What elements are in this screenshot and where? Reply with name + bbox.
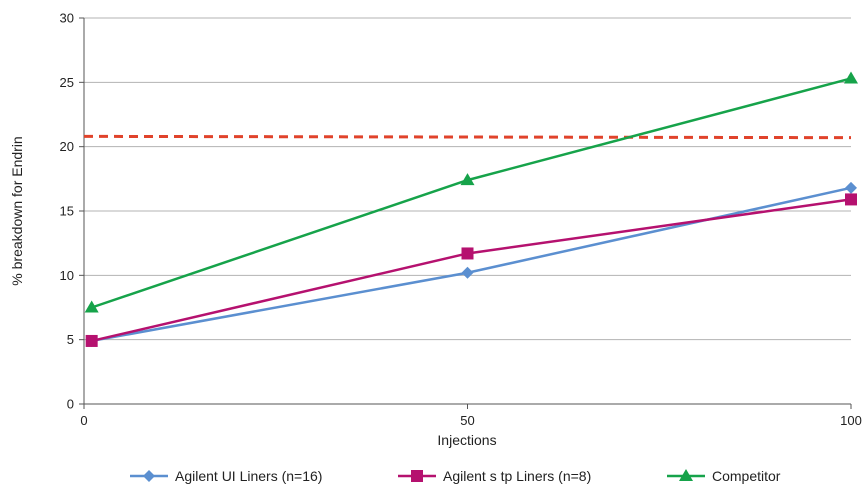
series-2 — [85, 193, 857, 347]
series-3-point-3 — [844, 71, 858, 84]
legend-item-3: Competitor — [667, 468, 781, 484]
legend-label-1: Agilent UI Liners (n=16) — [175, 468, 322, 484]
series-2-point-2 — [461, 247, 474, 260]
legend-label-2: Agilent s tp Liners (n=8) — [443, 468, 591, 484]
y-axis-ticks: 0 5 10 15 20 25 30 — [60, 11, 84, 412]
series-1-point-2 — [461, 266, 474, 279]
y-tick-label-15: 15 — [60, 204, 74, 219]
x-tick-label-100: 100 — [840, 413, 862, 428]
reference-line-group — [83, 134, 852, 140]
y-tick-label-25: 25 — [60, 75, 74, 90]
series-group — [84, 71, 858, 347]
legend-item-1: Agilent UI Liners (n=16) — [130, 468, 322, 484]
x-tick-label-50: 50 — [460, 413, 474, 428]
y-tick-label-5: 5 — [67, 332, 74, 347]
legend: Agilent UI Liners (n=16) Agilent s tp Lin… — [130, 468, 781, 484]
grid-lines — [84, 17, 851, 341]
series-2-point-3 — [845, 193, 857, 206]
x-tick-label-0: 0 — [80, 413, 87, 428]
series-1 — [85, 181, 857, 347]
y-tick-label-0: 0 — [67, 397, 74, 412]
y-tick-label-20: 20 — [60, 139, 74, 154]
series-1-point-3 — [845, 181, 857, 194]
y-tick-label-10: 10 — [60, 268, 74, 283]
reference-line — [83, 134, 852, 140]
x-axis-title: Injections — [437, 432, 496, 448]
legend-item-2: Agilent s tp Liners (n=8) — [398, 468, 591, 484]
series-2-point-1 — [85, 334, 98, 347]
legend-label-3: Competitor — [712, 468, 781, 484]
y-axis-title: % breakdown for Endrin — [9, 136, 25, 285]
series-3-point-1 — [84, 300, 99, 313]
legend-swatch-marker-3 — [679, 469, 693, 481]
y-tick-label-30: 30 — [60, 11, 74, 26]
legend-swatch-marker-2 — [411, 470, 423, 482]
series-3-point-2 — [460, 173, 475, 186]
legend-swatch-marker-1 — [143, 470, 155, 482]
x-axis-ticks: 0 50 100 — [80, 404, 862, 428]
series-3 — [84, 71, 858, 313]
